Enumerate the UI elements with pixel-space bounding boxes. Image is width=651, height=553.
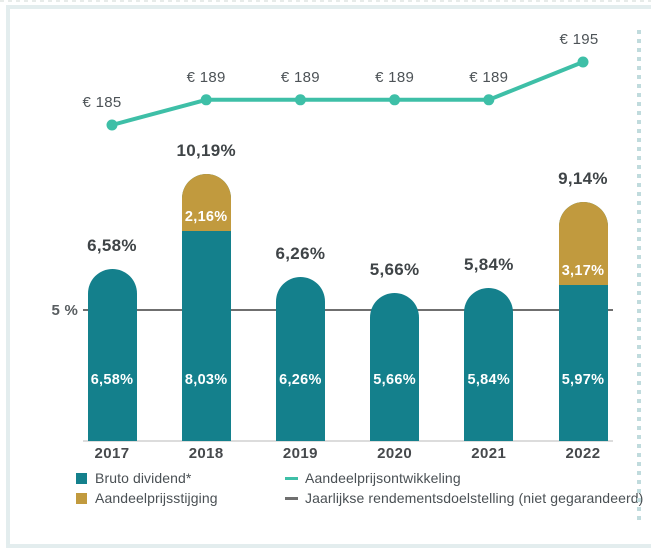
- bar-segment-price-gain: [181, 174, 231, 231]
- teal-square-swatch-icon: [76, 472, 87, 484]
- dividend-percent-label-2019: 6,26%: [279, 372, 322, 388]
- dividend-percent-label-2017: 6,58%: [90, 372, 134, 388]
- right-dotted-divider: [637, 30, 641, 523]
- share-price-point-2018: [200, 94, 212, 106]
- x-tick-2022: 2022: [565, 445, 601, 462]
- share-price-label-2020: € 189: [375, 68, 415, 86]
- share-price-label-2021: € 189: [469, 68, 509, 86]
- legend-item-aandeelprijsstijging: Aandeelprijsstijging: [76, 490, 218, 506]
- gray-dash-swatch-icon: [285, 496, 298, 500]
- bar-2022: [558, 201, 608, 441]
- teal-dash-swatch-icon: [285, 476, 298, 480]
- share-price-point-2020: [389, 94, 401, 106]
- share-price-label-2017: € 185: [82, 94, 122, 111]
- legend-item-bruto-dividend: Bruto dividend*: [76, 470, 192, 486]
- top-dotted-border: [0, 0, 651, 2]
- total-percent-label-2022: 9,14%: [558, 168, 608, 188]
- bar-2021: [464, 287, 514, 441]
- dividend-percent-label-2022: 5,97%: [561, 372, 605, 388]
- bar-2018: [181, 174, 231, 441]
- x-tick-2021: 2021: [471, 445, 507, 462]
- legend-item-aandeelprijsontwikkeling: Aandeelprijsontwikkeling: [285, 470, 461, 486]
- dividend-percent-label-2020: 5,66%: [373, 372, 416, 388]
- legend-label: Aandeelprijsstijging: [95, 490, 218, 506]
- share-price-point-2022: [577, 56, 589, 68]
- share-price-label-2018: € 189: [186, 68, 226, 86]
- legend-label: Aandeelprijsontwikkeling: [305, 470, 461, 486]
- dividend-percent-label-2018: 8,03%: [184, 372, 228, 388]
- share-price-label-2022: € 195: [559, 31, 599, 48]
- target-return-label: 5 %: [51, 302, 78, 319]
- legend-item-rendementsdoelstelling: Jaarlijkse rendementsdoelstelling (niet …: [285, 490, 644, 506]
- share-price-label-2019: € 189: [280, 68, 320, 86]
- legend-label: Jaarlijkse rendementsdoelstelling (niet …: [305, 490, 644, 506]
- x-tick-2020: 2020: [377, 445, 413, 462]
- bar-2017: [87, 268, 137, 441]
- total-percent-label-2017: 6,58%: [87, 235, 137, 255]
- bar-segment-price-gain: [558, 201, 608, 285]
- target-return-line: [83, 309, 613, 311]
- share-price-point-2021: [483, 94, 495, 106]
- bar-2019: [275, 276, 325, 441]
- total-percent-label-2020: 5,66%: [369, 259, 420, 279]
- dividend-percent-label-2021: 5,84%: [467, 372, 511, 388]
- total-percent-label-2019: 6,26%: [275, 243, 326, 263]
- x-tick-2019: 2019: [282, 445, 318, 462]
- share-price-point-2017: [106, 119, 118, 131]
- share-price-point-2019: [294, 94, 306, 106]
- total-percent-label-2021: 5,84%: [463, 254, 514, 274]
- price-gain-percent-label-2022: 3,17%: [561, 262, 605, 279]
- legend-label: Bruto dividend*: [95, 470, 192, 486]
- total-percent-label-2018: 10,19%: [176, 141, 236, 161]
- gold-square-swatch-icon: [76, 492, 87, 504]
- x-tick-2018: 2018: [188, 445, 224, 462]
- x-axis-line: [83, 440, 613, 442]
- bar-2020: [370, 292, 420, 441]
- price-gain-percent-label-2018: 2,16%: [184, 208, 228, 225]
- x-tick-2017: 2017: [94, 445, 130, 462]
